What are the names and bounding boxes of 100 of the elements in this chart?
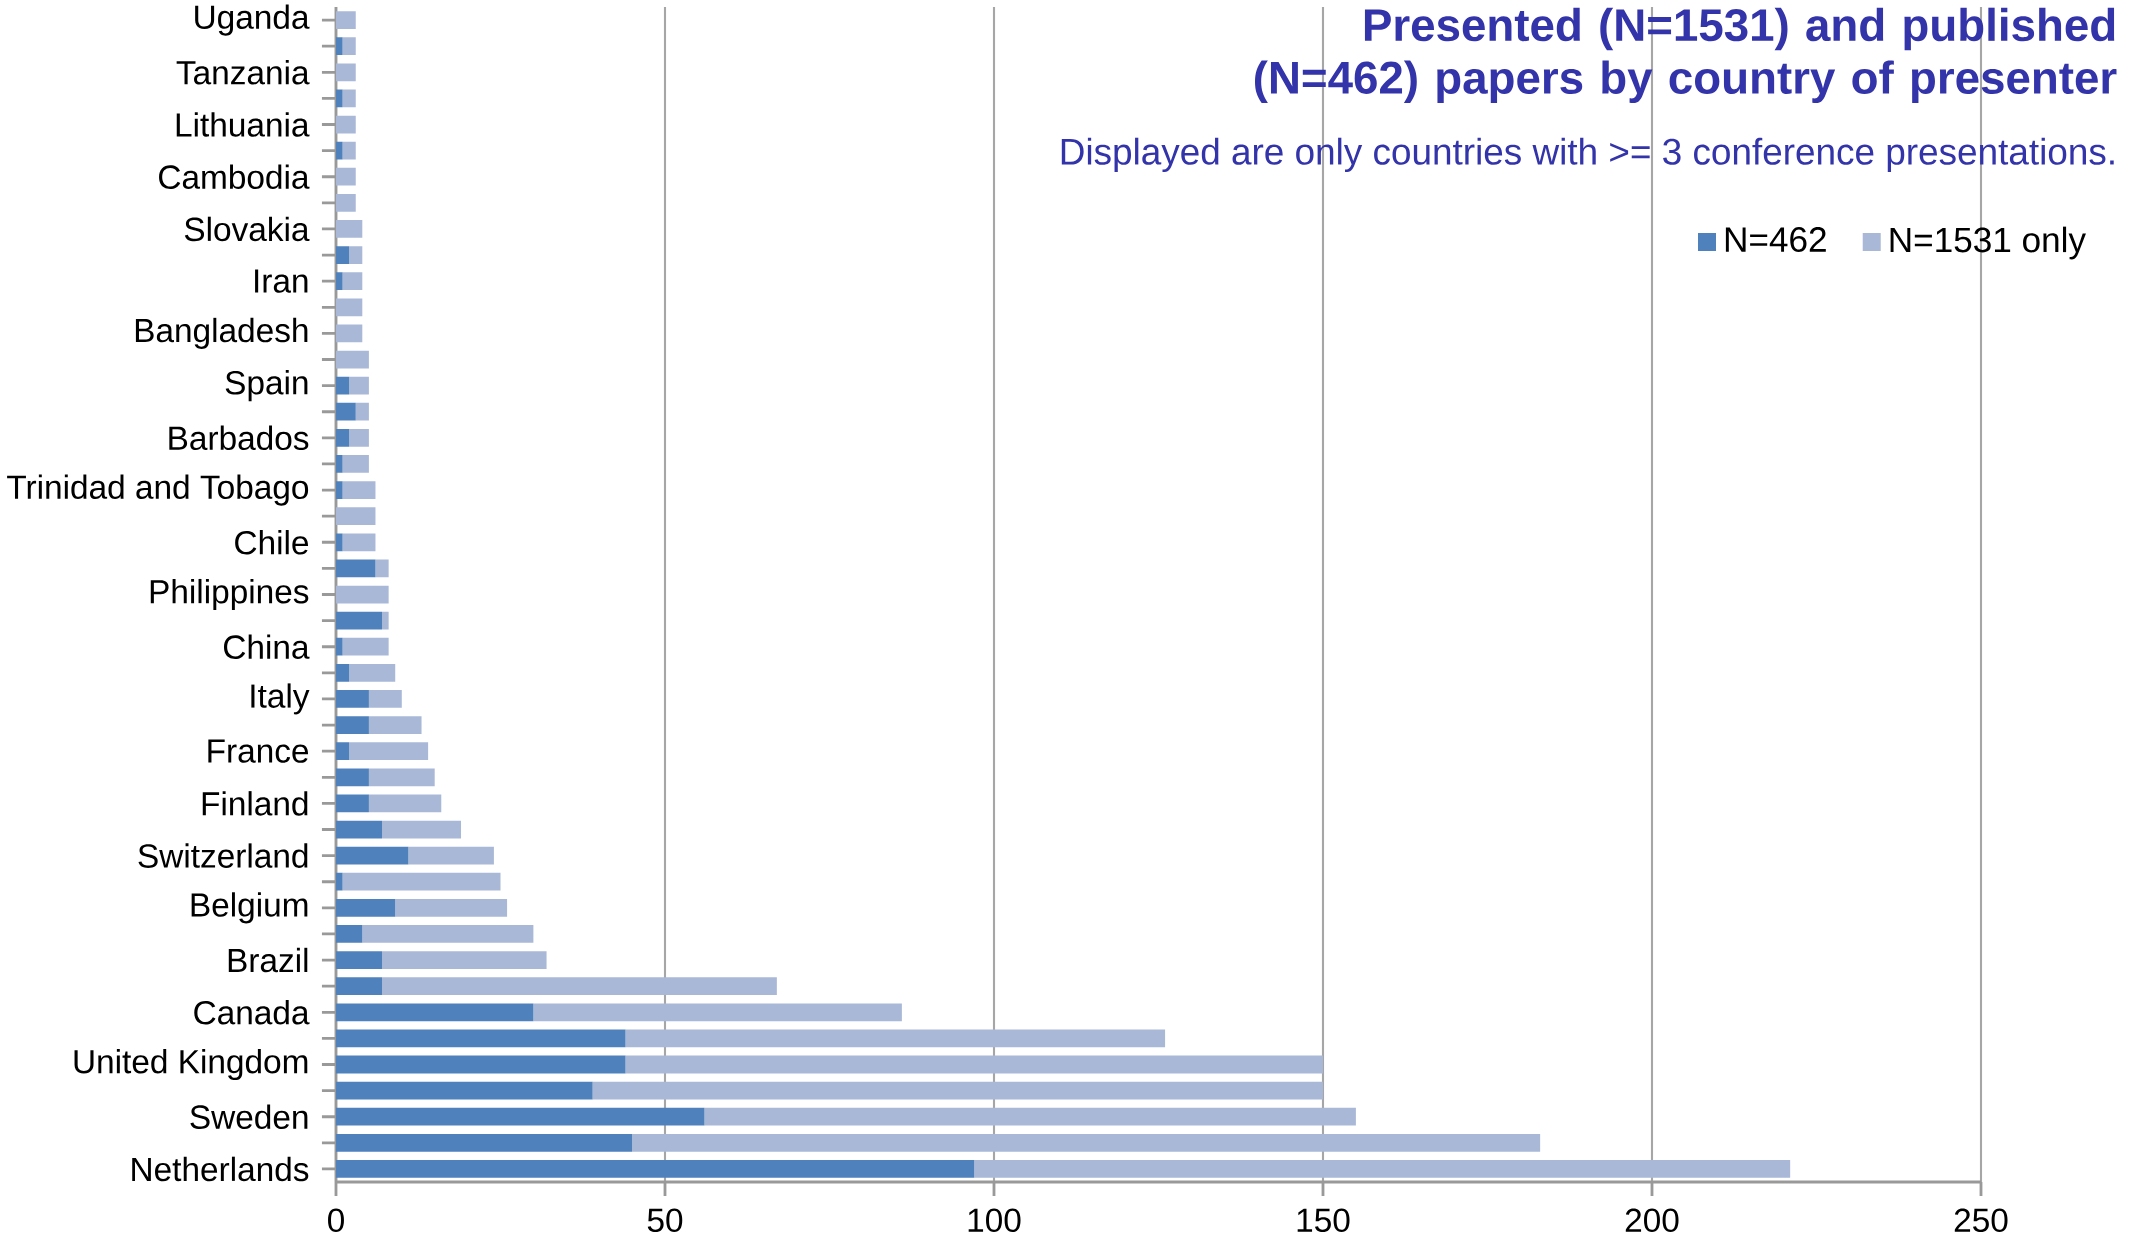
y-tick-label: Uganda bbox=[195, 4, 310, 36]
bar bbox=[335, 324, 363, 343]
x-tick-label: 0 bbox=[328, 1208, 344, 1233]
bar bbox=[335, 193, 356, 212]
bar bbox=[342, 533, 376, 552]
bar bbox=[704, 1107, 1356, 1126]
y-tick-label: Spain bbox=[225, 370, 308, 402]
bar bbox=[349, 376, 369, 395]
bar bbox=[335, 820, 383, 839]
bar bbox=[368, 690, 402, 708]
y-tick-label: Canada bbox=[194, 1000, 310, 1025]
bar bbox=[342, 455, 369, 473]
bar bbox=[408, 846, 494, 865]
bar bbox=[335, 1029, 626, 1048]
y-tick-label: Italy bbox=[251, 683, 310, 715]
bar bbox=[342, 481, 376, 499]
bar bbox=[335, 925, 363, 943]
bar bbox=[335, 350, 369, 369]
bar bbox=[335, 1160, 975, 1178]
bar bbox=[335, 167, 356, 186]
bar bbox=[335, 298, 363, 317]
x-tick-label: 200 bbox=[1625, 1208, 1679, 1233]
bar bbox=[335, 63, 356, 82]
bar bbox=[335, 481, 343, 499]
x-tick-label: 150 bbox=[1297, 1208, 1350, 1233]
bar bbox=[395, 898, 508, 917]
y-tick-label: Chile bbox=[235, 530, 309, 555]
bar bbox=[335, 846, 409, 865]
legend-label: N=462 bbox=[1725, 227, 1826, 252]
bar bbox=[342, 37, 356, 56]
bar bbox=[335, 1003, 534, 1022]
y-tick-label: United Kingdom bbox=[74, 1048, 308, 1081]
y-tick-label: Sweden bbox=[190, 1104, 308, 1129]
bar bbox=[335, 768, 369, 787]
bar bbox=[335, 246, 350, 264]
bar bbox=[335, 637, 343, 656]
bar bbox=[368, 794, 442, 813]
bar bbox=[335, 402, 356, 421]
x-tick-label: 100 bbox=[968, 1208, 1021, 1233]
y-tick-label: China bbox=[223, 634, 310, 659]
bar bbox=[335, 272, 343, 291]
bar bbox=[335, 1107, 705, 1126]
y-tick-label: Philippines bbox=[150, 578, 309, 611]
bar bbox=[335, 898, 396, 917]
bar bbox=[632, 1133, 1541, 1152]
bar bbox=[335, 37, 343, 56]
bar bbox=[349, 246, 363, 264]
bar bbox=[335, 872, 343, 891]
bar bbox=[349, 663, 396, 682]
bar bbox=[335, 951, 383, 969]
bar bbox=[375, 559, 389, 578]
bar bbox=[342, 89, 356, 108]
y-tick-label: Tanzania bbox=[176, 60, 310, 85]
bar bbox=[342, 272, 363, 291]
x-tick-label: 50 bbox=[647, 1208, 683, 1233]
y-tick-label: Netherlands bbox=[132, 1156, 309, 1182]
bar bbox=[349, 428, 369, 447]
bar bbox=[342, 141, 356, 160]
bar bbox=[335, 507, 376, 526]
bar bbox=[335, 428, 350, 447]
bar bbox=[335, 585, 389, 604]
y-tick-label: Bangladesh bbox=[135, 317, 308, 349]
bar bbox=[355, 402, 369, 421]
bar bbox=[335, 611, 383, 630]
legend-label: N=1531 only bbox=[1890, 226, 2086, 260]
bar bbox=[342, 872, 501, 891]
bar bbox=[335, 977, 383, 996]
bar bbox=[335, 663, 350, 682]
bar bbox=[974, 1160, 1791, 1178]
bar bbox=[335, 376, 350, 395]
bar bbox=[342, 637, 389, 656]
text: Presented (N=1531) and published (N=462) papers by country of presenter bbox=[1254, 7, 2117, 104]
text: Displayed are only countries with >= 3 conference presentations. bbox=[1061, 137, 2114, 173]
y-tick-label: Switzerland bbox=[138, 843, 308, 868]
bar bbox=[625, 1055, 1323, 1074]
bar bbox=[335, 141, 343, 160]
bar bbox=[335, 455, 343, 473]
bar bbox=[335, 115, 356, 134]
y-tick-label: Iran bbox=[255, 269, 308, 293]
bar bbox=[335, 716, 369, 734]
bar bbox=[335, 559, 376, 578]
y-tick-label: Slovakia bbox=[184, 216, 310, 242]
bar bbox=[335, 11, 356, 29]
bar bbox=[335, 89, 343, 108]
y-tick-label: Finland bbox=[202, 791, 308, 816]
bar bbox=[533, 1003, 902, 1022]
y-tick-label: Brazil bbox=[228, 947, 308, 973]
bar bbox=[335, 794, 369, 813]
bar bbox=[592, 1081, 1323, 1100]
bar bbox=[335, 1055, 626, 1074]
bar bbox=[625, 1029, 1166, 1048]
bar bbox=[382, 611, 389, 630]
bar bbox=[382, 951, 547, 969]
bar bbox=[335, 533, 343, 552]
bar bbox=[335, 220, 363, 238]
bar bbox=[362, 925, 534, 943]
y-tick-label: France bbox=[208, 739, 309, 763]
bar bbox=[368, 768, 435, 787]
bar bbox=[335, 690, 369, 708]
y-tick-label: Belgium bbox=[191, 892, 308, 924]
